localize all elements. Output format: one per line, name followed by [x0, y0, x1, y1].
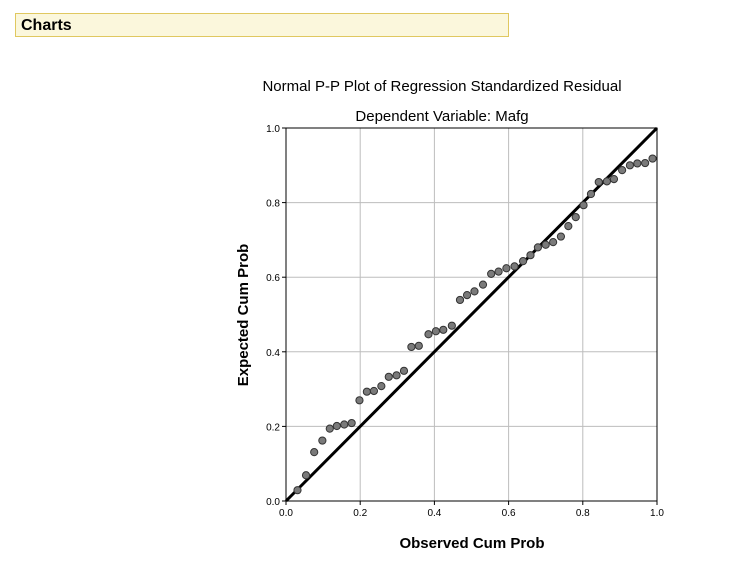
- chart-title: Normal P-P Plot of Regression Standardiz…: [262, 78, 621, 95]
- y-tick-label: 0.0: [266, 497, 280, 508]
- data-point: [384, 372, 393, 381]
- data-point: [533, 243, 543, 252]
- data-point: [549, 238, 558, 247]
- y-axis-label: Expected Cum Prob: [235, 244, 252, 387]
- data-point: [594, 177, 603, 187]
- data-point: [407, 342, 416, 352]
- y-tick-label: 0.4: [266, 348, 280, 359]
- data-point: [310, 448, 319, 457]
- reference-diagonal-line: [284, 126, 659, 503]
- data-point: [556, 232, 566, 241]
- data-point: [478, 280, 488, 289]
- x-tick-label: 0.0: [279, 508, 293, 519]
- data-point: [526, 251, 535, 260]
- data-point: [541, 240, 550, 249]
- data-point: [571, 213, 580, 222]
- data-point: [332, 421, 341, 431]
- data-point: [618, 166, 627, 175]
- data-point: [648, 154, 657, 163]
- axis-ticks: 0.0 0.2 0.4 0.6 0.8 1.0 0.0 0.2 0.4 0.6 0.8 1.0: [266, 124, 664, 519]
- data-point: [494, 267, 503, 276]
- chart-subtitle: Dependent Variable: Mafg: [355, 108, 528, 125]
- data-point: [633, 159, 642, 168]
- data-point: [355, 396, 364, 405]
- data-point: [362, 387, 371, 396]
- data-point: [487, 269, 496, 278]
- x-axis-label: Observed Cum Prob: [399, 535, 544, 552]
- y-tick-label: 0.6: [266, 273, 280, 284]
- charts-section-header: Charts: [15, 13, 509, 37]
- data-point: [641, 158, 650, 168]
- data-point: [325, 424, 334, 433]
- data-point: [414, 341, 423, 350]
- y-tick-label: 0.8: [266, 199, 280, 210]
- data-point: [455, 295, 465, 305]
- data-points: [293, 154, 657, 495]
- y-tick-label: 1.0: [266, 124, 280, 135]
- data-point: [347, 418, 356, 428]
- data-point: [392, 371, 401, 380]
- data-point: [564, 221, 573, 231]
- data-point: [462, 291, 472, 300]
- data-point: [318, 436, 327, 445]
- data-point: [518, 257, 528, 266]
- data-point: [377, 382, 386, 391]
- x-tick-label: 0.4: [427, 508, 441, 519]
- data-point: [431, 327, 440, 336]
- data-point: [439, 325, 448, 334]
- y-tick-label: 0.2: [266, 422, 280, 433]
- data-point: [502, 264, 511, 273]
- data-point: [579, 201, 588, 210]
- plot-area-frame: [285, 127, 658, 502]
- data-point: [340, 420, 349, 429]
- data-point: [609, 175, 619, 184]
- x-tick-label: 0.2: [353, 508, 367, 519]
- data-point: [510, 262, 519, 271]
- x-tick-label: 1.0: [650, 508, 664, 519]
- x-tick-label: 0.6: [502, 508, 516, 519]
- data-point: [424, 330, 433, 339]
- data-point: [399, 366, 409, 375]
- data-point: [301, 471, 311, 480]
- x-tick-label: 0.8: [576, 508, 590, 519]
- data-point: [470, 287, 479, 296]
- data-point: [602, 177, 612, 186]
- data-point: [447, 321, 456, 330]
- data-point: [293, 486, 302, 495]
- section-header-label: Charts: [21, 17, 72, 34]
- data-point: [369, 386, 379, 396]
- data-point: [586, 189, 596, 199]
- data-point: [625, 161, 635, 170]
